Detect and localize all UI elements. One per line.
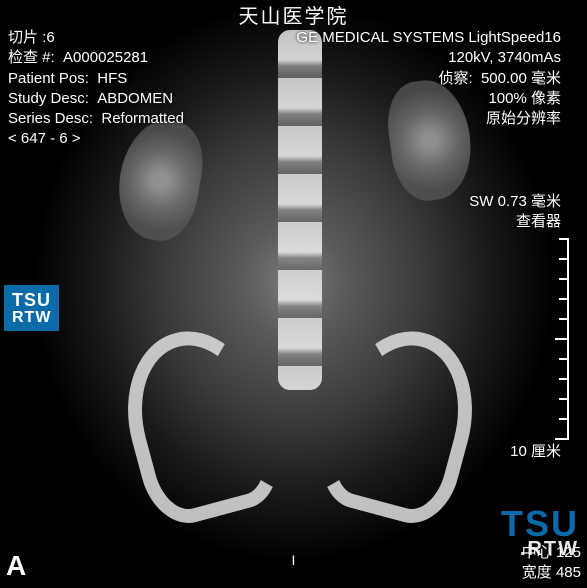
scout-row: 侦察: 500.00 毫米 [296, 69, 561, 89]
exam-label: 检查 #: [8, 49, 55, 66]
exam-row: 检查 #: A000025281 [8, 48, 184, 68]
watermark2-line2: .RTW [501, 540, 579, 558]
ruler-label: 10 厘米 [510, 440, 561, 461]
patient-pos-value: HFS [97, 70, 127, 87]
slice-value: :6 [42, 29, 55, 46]
scout-label: 侦察: [438, 70, 472, 87]
image-letter: A [6, 550, 26, 582]
sw-row: SW 0.73 毫米 [469, 192, 561, 212]
hospital-name: 天山医学院 [239, 4, 349, 31]
watermark2-line1: TSU [501, 508, 579, 540]
patient-pos-label: Patient Pos: [8, 70, 89, 87]
watermark-large-right: TSU .RTW [501, 508, 579, 558]
scout-value: 500.00 毫米 [481, 70, 561, 87]
series-desc-label: Series Desc: [8, 110, 93, 127]
range-row: < 647 - 6 > [8, 129, 184, 149]
top-right-info: GE MEDICAL SYSTEMS LightSpeed16 120kV, 3… [296, 28, 561, 129]
kv-ma: 120kV, 3740mAs [296, 48, 561, 68]
resolution-row: 原始分辨率 [296, 109, 561, 129]
slice-label: 切片 [8, 29, 38, 46]
study-desc-row: Study Desc: ABDOMEN [8, 89, 184, 109]
slice-row: 切片 :6 [8, 28, 184, 48]
width-label: 宽度 [522, 564, 552, 581]
pixel-row: 100% 像素 [296, 89, 561, 109]
orientation-inferior: I [292, 552, 296, 568]
watermark-badge-left: TSU RTW [4, 285, 59, 331]
study-desc-label: Study Desc: [8, 90, 89, 107]
series-desc-value: Reformatted [101, 110, 184, 127]
top-left-info: 切片 :6 检查 #: A000025281 Patient Pos: HFS … [8, 28, 184, 150]
series-desc-row: Series Desc: Reformatted [8, 109, 184, 129]
anatomy-pelvis [120, 330, 480, 530]
watermark-line1: TSU [12, 291, 51, 310]
width-row: 宽度 485 [522, 563, 581, 583]
scanner-model: GE MEDICAL SYSTEMS LightSpeed16 [296, 28, 561, 48]
width-value: 485 [556, 564, 581, 581]
viewer-row: 查看器 [469, 212, 561, 232]
patient-pos-row: Patient Pos: HFS [8, 69, 184, 89]
sw-label: SW [469, 193, 493, 210]
scale-ruler [567, 238, 569, 438]
sw-value: 0.73 毫米 [498, 193, 561, 210]
watermark-line2: RTW [12, 310, 51, 327]
study-desc-value: ABDOMEN [97, 90, 173, 107]
mid-right-info: SW 0.73 毫米 查看器 [469, 192, 561, 233]
exam-value: A000025281 [63, 49, 148, 66]
